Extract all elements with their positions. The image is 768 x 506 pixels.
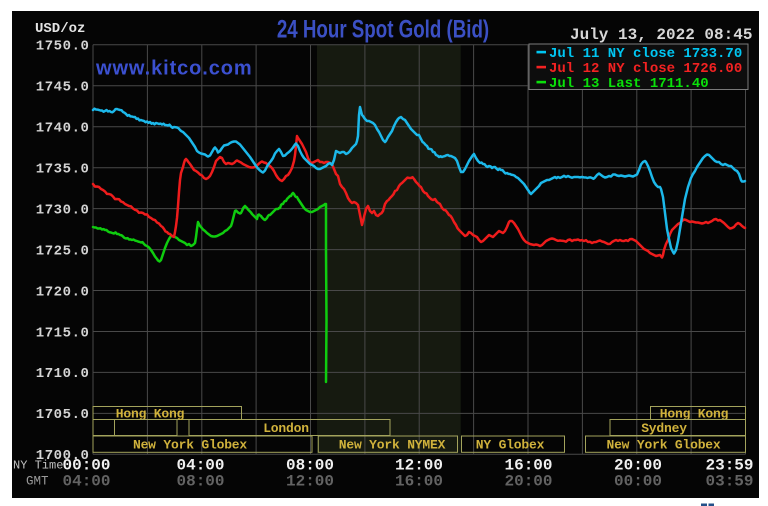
svg-text:July 13, 2022 08:45: July 13, 2022 08:45	[570, 26, 752, 44]
svg-text:08:00: 08:00	[176, 473, 224, 491]
svg-text:23:59: 23:59	[705, 457, 753, 475]
svg-text:1710.0: 1710.0	[36, 366, 90, 382]
svg-text:Jul 11 NY close 1733.70: Jul 11 NY close 1733.70	[549, 46, 742, 62]
svg-text:12:00: 12:00	[286, 473, 334, 491]
svg-text:Hong Kong: Hong Kong	[116, 406, 185, 421]
svg-text:GMT: GMT	[26, 475, 49, 489]
svg-text:16:00: 16:00	[504, 457, 552, 475]
svg-text:New York Globex: New York Globex	[133, 437, 247, 452]
svg-text:1735.0: 1735.0	[36, 162, 90, 178]
svg-text:1700.0: 1700.0	[36, 448, 90, 464]
svg-text:1730.0: 1730.0	[36, 202, 90, 218]
svg-text:00:00: 00:00	[614, 473, 662, 491]
svg-text:www.kitco.com: www.kitco.com	[95, 58, 253, 80]
svg-text:20:00: 20:00	[614, 457, 662, 475]
svg-text:12:00: 12:00	[395, 457, 443, 475]
svg-text:03:59: 03:59	[705, 473, 753, 491]
svg-text:London: London	[263, 421, 309, 436]
svg-text:Jul 12 NY close 1726.00: Jul 12 NY close 1726.00	[549, 61, 742, 77]
svg-text:Hong Kong: Hong Kong	[660, 406, 729, 421]
svg-text:USD/oz: USD/oz	[35, 21, 85, 37]
svg-text:1705.0: 1705.0	[36, 407, 90, 423]
svg-text:00:00: 00:00	[62, 457, 110, 475]
svg-text:NY Globex: NY Globex	[476, 437, 545, 452]
svg-text:New York Globex: New York Globex	[606, 437, 720, 452]
svg-text:04:00: 04:00	[62, 473, 110, 491]
svg-text:1750.0: 1750.0	[36, 39, 90, 55]
svg-text:16:00: 16:00	[395, 473, 443, 491]
svg-text:1725.0: 1725.0	[36, 243, 90, 259]
svg-text:1740.0: 1740.0	[36, 121, 90, 137]
svg-text:Jul 13 Last 1711.40: Jul 13 Last 1711.40	[549, 76, 709, 92]
svg-text:1715.0: 1715.0	[36, 325, 90, 341]
svg-text:20:00: 20:00	[504, 473, 552, 491]
svg-text:04:00: 04:00	[176, 457, 224, 475]
svg-text:NY Time: NY Time	[13, 459, 63, 473]
svg-text:Sydney: Sydney	[641, 421, 687, 436]
svg-text:New York NYMEX: New York NYMEX	[339, 437, 446, 452]
svg-text:1745.0: 1745.0	[36, 80, 90, 96]
svg-text:24 Hour Spot Gold (Bid): 24 Hour Spot Gold (Bid)	[277, 15, 489, 43]
svg-text:1720.0: 1720.0	[36, 284, 90, 300]
svg-text:08:00: 08:00	[286, 457, 334, 475]
